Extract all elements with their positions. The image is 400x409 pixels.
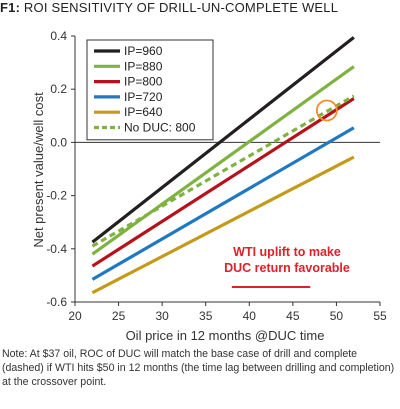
annotations: WTI uplift to make DUC return favorable: [224, 99, 350, 288]
axis-ticks: 20 25 30 35 40 45 50 55 -0.6 -0.4 -0.2 0.0 0.2 0.4: [46, 29, 387, 323]
figure-title-text: ROI SENSITIVITY OF DRILL-UN-COMPLETE WEL…: [23, 0, 339, 15]
x-tick-label: 25: [112, 309, 126, 323]
x-axis-label: Oil price in 12 months @DUC time: [126, 328, 325, 343]
legend-label: IP=800: [124, 75, 163, 89]
y-tick-label: -0.4: [46, 242, 67, 256]
x-tick-label: 30: [155, 309, 169, 323]
x-tick-label: 20: [68, 309, 82, 323]
chart-note: Note: At $37 oil, ROC of DUC will match …: [2, 348, 395, 388]
y-tick-label: -0.6: [46, 295, 67, 309]
x-tick-label: 50: [330, 309, 344, 323]
y-tick-label: 0.4: [50, 29, 67, 43]
y-tick-label: 0.2: [50, 82, 67, 96]
figure-label: F1:: [0, 0, 21, 15]
series-lines: [91, 36, 355, 295]
legend-label: IP=640: [124, 105, 163, 119]
legend-label: IP=960: [124, 44, 163, 58]
crossover-circle: [315, 99, 338, 122]
series-line-1: [91, 36, 355, 244]
x-tick-label: 55: [373, 309, 387, 323]
y-axis-label: Net present value/well cost: [31, 92, 46, 248]
uplift-annotation-text: DUC return favorable: [224, 261, 350, 275]
legend-label: IP=880: [124, 59, 163, 73]
series-line-2: [91, 65, 355, 256]
uplift-annotation-text: WTI uplift to make: [233, 245, 341, 259]
x-tick-label: 45: [286, 309, 300, 323]
series-line-3: [91, 97, 355, 268]
chart: 20 25 30 35 40 45 50 55 -0.6 -0.4 -0.2 0.0 0.2 0.4 IP…: [31, 29, 387, 343]
series-line-6: [91, 94, 355, 248]
y-tick-label: -0.2: [46, 189, 67, 203]
figure-title: F1: ROI SENSITIVITY OF DRILL-UN-COMPLETE…: [0, 0, 400, 15]
legend-label: IP=720: [124, 90, 163, 104]
legend-label: No DUC: 800: [124, 121, 196, 135]
series-line-5: [91, 155, 355, 295]
x-tick-label: 40: [243, 309, 257, 323]
legend-box: [86, 39, 214, 141]
y-tick-label: 0.0: [50, 135, 67, 149]
series-line-4: [91, 126, 355, 281]
x-tick-label: 35: [199, 309, 213, 323]
